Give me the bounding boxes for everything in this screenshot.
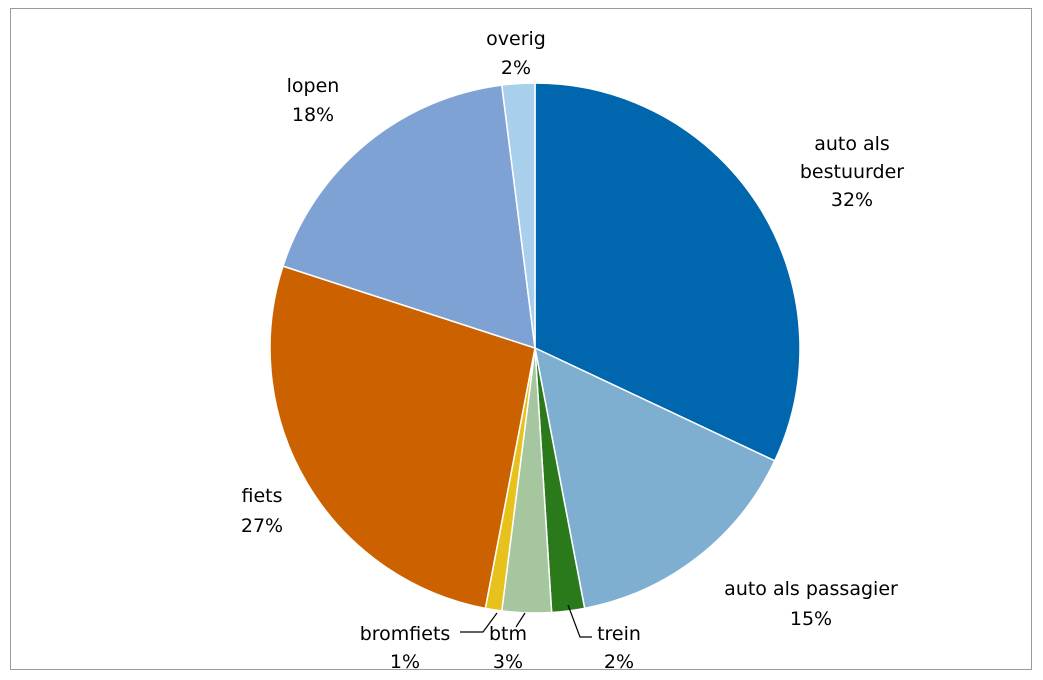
data-label-fiets: fiets 27% [241, 485, 283, 537]
pie-slice-fiets [269, 265, 536, 610]
leader-lines [460, 604, 592, 638]
pie-slice-auto-als-bestuurder [534, 82, 801, 462]
data-label-lopen: lopen 18% [287, 75, 340, 126]
pie-slice-lopen [282, 84, 536, 350]
leader-line-bromfiets [460, 612, 498, 633]
data-label-bromfiets: bromfiets 1% [360, 623, 451, 673]
data-label-trein: trein 2% [597, 623, 641, 673]
leader-line-trein [567, 604, 592, 638]
data-label-auto-als-passagier: auto als passagier 15% [724, 578, 898, 630]
pie-slice-overig [500, 82, 536, 349]
data-labels: auto als bestuurder 32% auto als passagier 1… [241, 28, 904, 673]
data-label-overig: overig 2% [486, 28, 546, 79]
pie-slice-auto-als-passagier [533, 346, 776, 610]
pie-slices [269, 82, 801, 614]
data-label-auto-als-bestuurder: auto als bestuurder 32% [800, 133, 904, 211]
leader-line-btm [515, 612, 526, 628]
data-label-btm: btm 3% [489, 623, 527, 673]
